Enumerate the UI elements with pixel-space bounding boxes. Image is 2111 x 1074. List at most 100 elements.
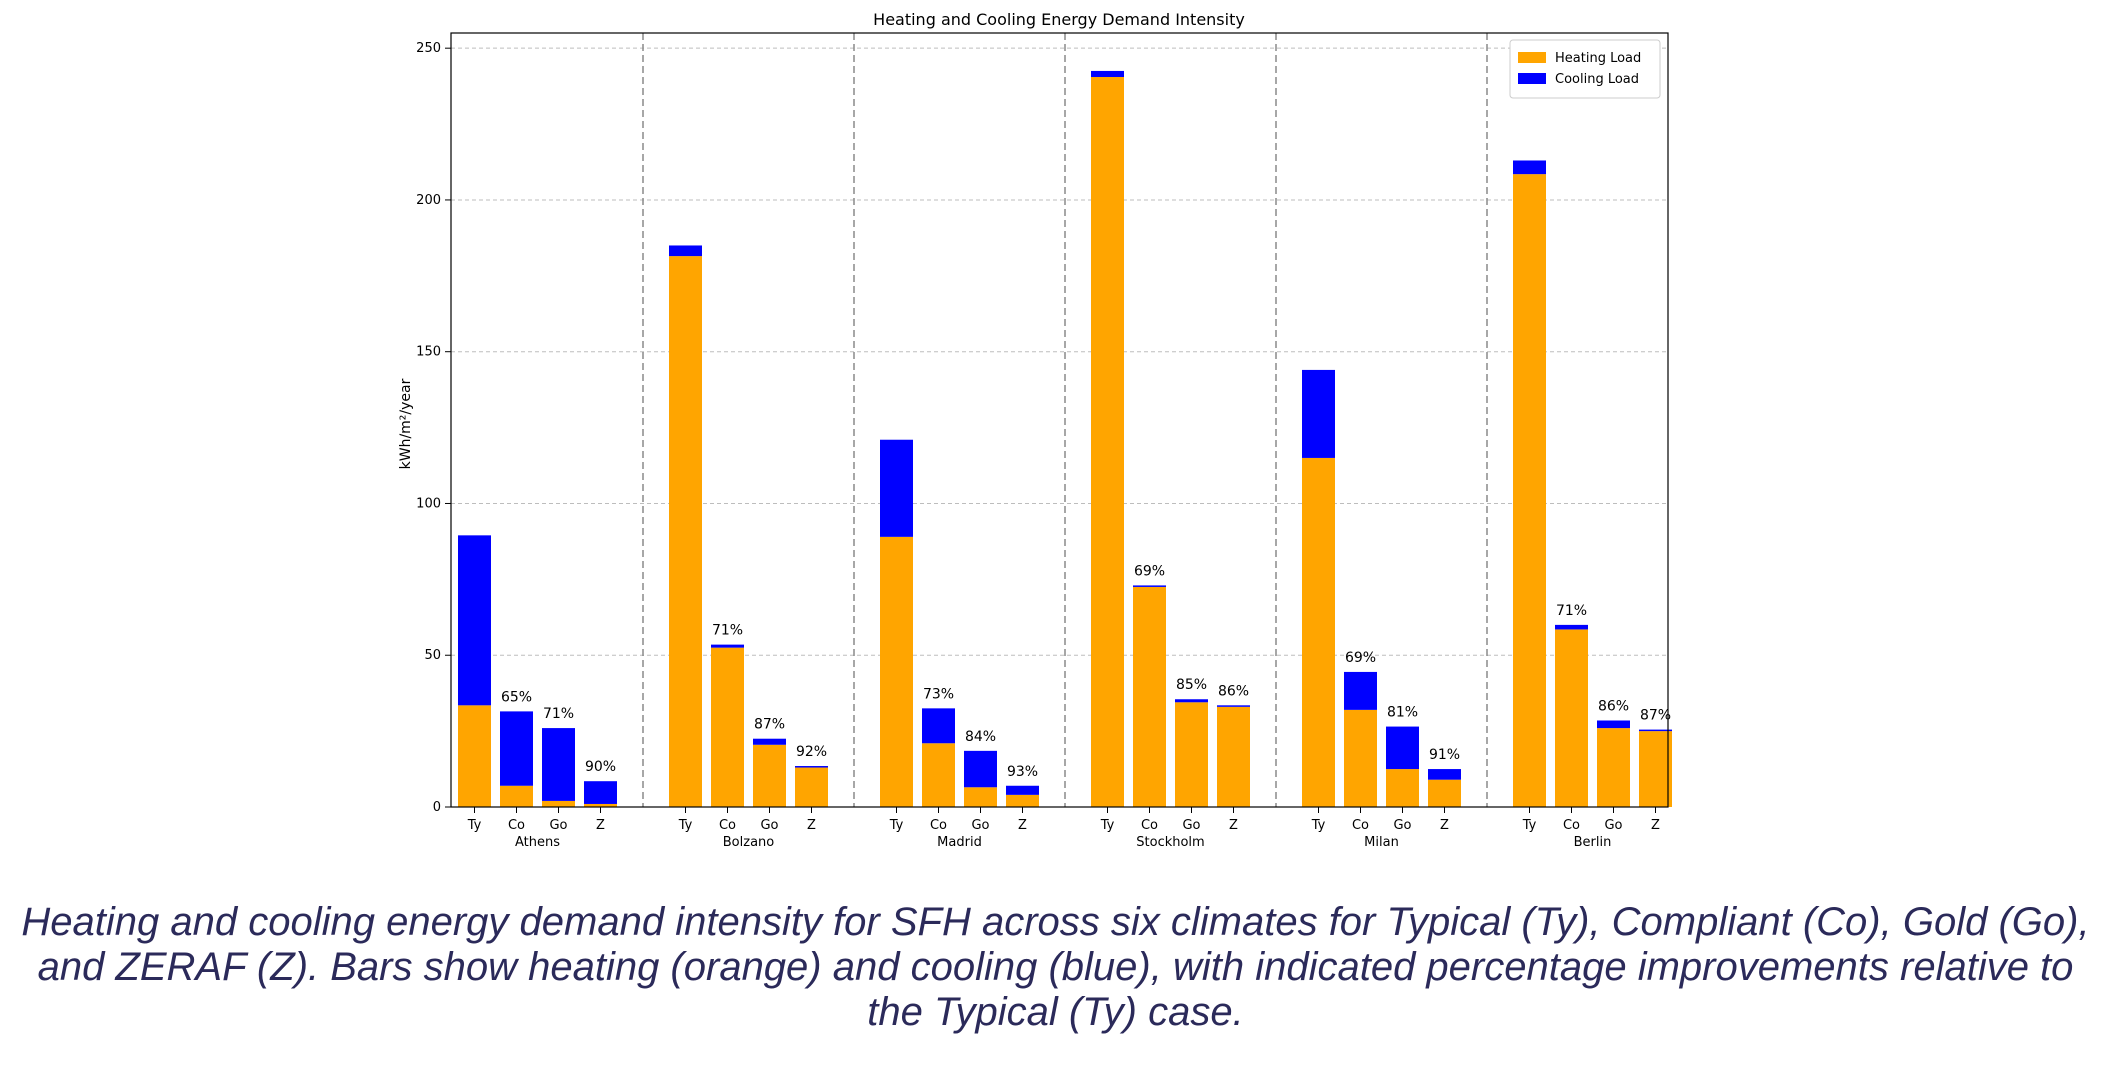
x-tick-label: Ty [678,818,693,833]
percentage-label: 91% [1429,747,1460,763]
cooling-bar [1597,720,1630,729]
cooling-bar [1513,160,1546,175]
percentage-label: 81% [1387,705,1418,721]
heating-bar [542,800,575,807]
cooling-bar [880,439,913,537]
heating-bar [1217,706,1250,807]
x-tick-label: Go [971,818,989,833]
legend-label: Cooling Load [1555,72,1639,87]
cooling-bar [542,728,575,801]
x-tick-label: Co [719,818,736,833]
heating-bar [795,767,828,807]
x-tick-label: Go [549,818,567,833]
percentage-annotations: 65% 71% 90% 71% 87% 92% 73% 84% 93% 69% 85% 86% 69% 8… [501,563,1671,779]
cooling-bar [1217,705,1250,707]
legend-swatch [1518,52,1546,63]
legend-label: Heating Load [1555,51,1641,66]
y-tick-label: 0 [433,800,441,815]
plot-frame [450,32,1669,808]
group-label: Milan [1364,835,1399,850]
group-label: Bolzano [723,835,775,850]
cooling-bar [1133,585,1166,587]
bars [458,70,1672,807]
heating-bar [1639,731,1672,807]
percentage-label: 69% [1345,650,1376,666]
heating-bar [669,256,702,807]
legend: Heating Load Cooling Load [1509,39,1661,99]
cooling-bar [1302,369,1335,458]
axes: 0 50 100 150 200 250 Ty Co Go Z Athens Ty Co Go Z Bolza… [416,32,1669,850]
cooling-bar [1091,70,1124,78]
legend-box [1509,39,1661,99]
x-tick-label: Z [1440,818,1449,833]
x-tick-label: Go [1604,818,1622,833]
y-axis-label: kWh/m²/year [398,378,414,469]
cooling-bar [584,781,617,804]
percentage-label: 93% [1007,764,1038,780]
cooling-bar [458,535,491,706]
chart-title: Heating and Cooling Energy Demand Intens… [873,10,1245,29]
heating-bar [1133,586,1166,807]
cooling-bar [964,750,997,788]
x-tick-label: Co [930,818,947,833]
group-label: Berlin [1574,835,1612,850]
cooling-bar [1428,769,1461,780]
percentage-label: 84% [965,729,996,745]
percentage-label: 90% [585,759,616,775]
heating-bar [1597,728,1630,807]
heating-bar [753,744,786,807]
x-tick-label: Go [1182,818,1200,833]
x-tick-label: Go [1393,818,1411,833]
heating-bar [964,787,997,807]
percentage-label: 71% [543,706,574,722]
x-tick-label: Ty [1100,818,1115,833]
x-tick-label: Ty [467,818,482,833]
cooling-bar [1344,671,1377,710]
cooling-bar [1639,729,1672,732]
group-separators [642,33,1488,807]
x-tick-label: Co [1141,818,1158,833]
percentage-label: 86% [1598,698,1629,714]
x-tick-label: Ty [1311,818,1326,833]
group-label: Madrid [937,835,982,850]
heating-bar [711,647,744,807]
x-tick-label: Z [1651,818,1660,833]
cooling-bar [753,738,786,745]
x-tick-label: Ty [889,818,904,833]
legend-swatch [1518,73,1546,84]
y-tick-label: 150 [416,345,441,360]
percentage-label: 71% [1556,603,1587,619]
cooling-bar [1386,726,1419,770]
heating-bar [1386,769,1419,807]
x-tick-label: Go [760,818,778,833]
heating-bar [922,743,955,807]
heating-bar [1091,77,1124,807]
percentage-label: 65% [501,689,532,705]
percentage-label: 85% [1176,677,1207,693]
y-tick-label: 50 [424,648,441,663]
x-tick-label: Z [1018,818,1027,833]
heating-bar [880,536,913,807]
heating-bar [1428,779,1461,807]
heating-bar [1513,174,1546,807]
cooling-bar [795,766,828,768]
percentage-label: 73% [923,686,954,702]
x-tick-label: Z [596,818,605,833]
x-tick-label: Co [1563,818,1580,833]
figure-caption: Heating and cooling energy demand intens… [21,900,2090,1034]
percentage-label: 92% [796,744,827,760]
heating-bar [1006,794,1039,807]
x-tick-label: Z [1229,818,1238,833]
y-tick-label: 200 [416,193,441,208]
heating-bar [1302,457,1335,807]
heating-bar [1175,702,1208,807]
x-tick-label: Ty [1522,818,1537,833]
cooling-bar [922,708,955,744]
x-tick-label: Co [508,818,525,833]
heating-bar [500,785,533,807]
chart: Heating and Cooling Energy Demand Intens… [398,10,1672,850]
percentage-label: 86% [1218,683,1249,699]
grid-lines [451,47,1668,656]
y-tick-label: 100 [416,496,441,511]
cooling-bar [1175,699,1208,703]
